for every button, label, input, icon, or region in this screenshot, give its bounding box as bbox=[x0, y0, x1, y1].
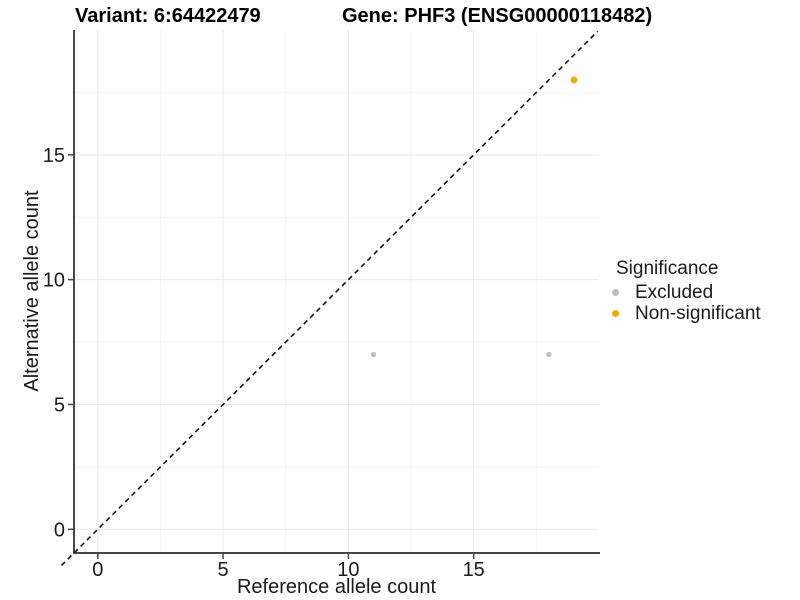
data-point-non-significant bbox=[570, 76, 578, 84]
non-significant-dot-icon bbox=[612, 310, 619, 317]
x-tick-label: 0 bbox=[92, 559, 103, 581]
y-tick-label: 15 bbox=[43, 145, 65, 167]
legend-item-label: Excluded bbox=[635, 281, 714, 303]
y-tick-label: 0 bbox=[54, 519, 65, 541]
variant-title: Variant: 6:64422479 bbox=[75, 5, 261, 27]
legend: Significance Excluded Non-significant bbox=[612, 258, 761, 324]
x-axis-title: Reference allele count bbox=[236, 576, 436, 598]
x-tick-label: 5 bbox=[218, 559, 229, 581]
legend-title: Significance bbox=[616, 258, 719, 279]
legend-item-excluded: Excluded bbox=[612, 282, 761, 303]
gene-title: Gene: PHF3 (ENSG00000118482) bbox=[342, 5, 653, 27]
legend-item-non-significant: Non-significant bbox=[612, 303, 761, 324]
x-tick-label: 15 bbox=[463, 559, 485, 581]
y-axis-title: Alternative allele count bbox=[21, 190, 43, 392]
x-tick-label: 10 bbox=[337, 559, 359, 581]
data-point-excluded bbox=[546, 351, 552, 358]
data-point-excluded bbox=[370, 351, 377, 358]
y-tick-label: 5 bbox=[54, 394, 65, 416]
identity-dashed-line bbox=[60, 30, 599, 567]
legend-item-label: Non-significant bbox=[635, 302, 761, 324]
y-tick-label: 10 bbox=[43, 270, 65, 292]
excluded-dot-icon bbox=[612, 289, 619, 296]
